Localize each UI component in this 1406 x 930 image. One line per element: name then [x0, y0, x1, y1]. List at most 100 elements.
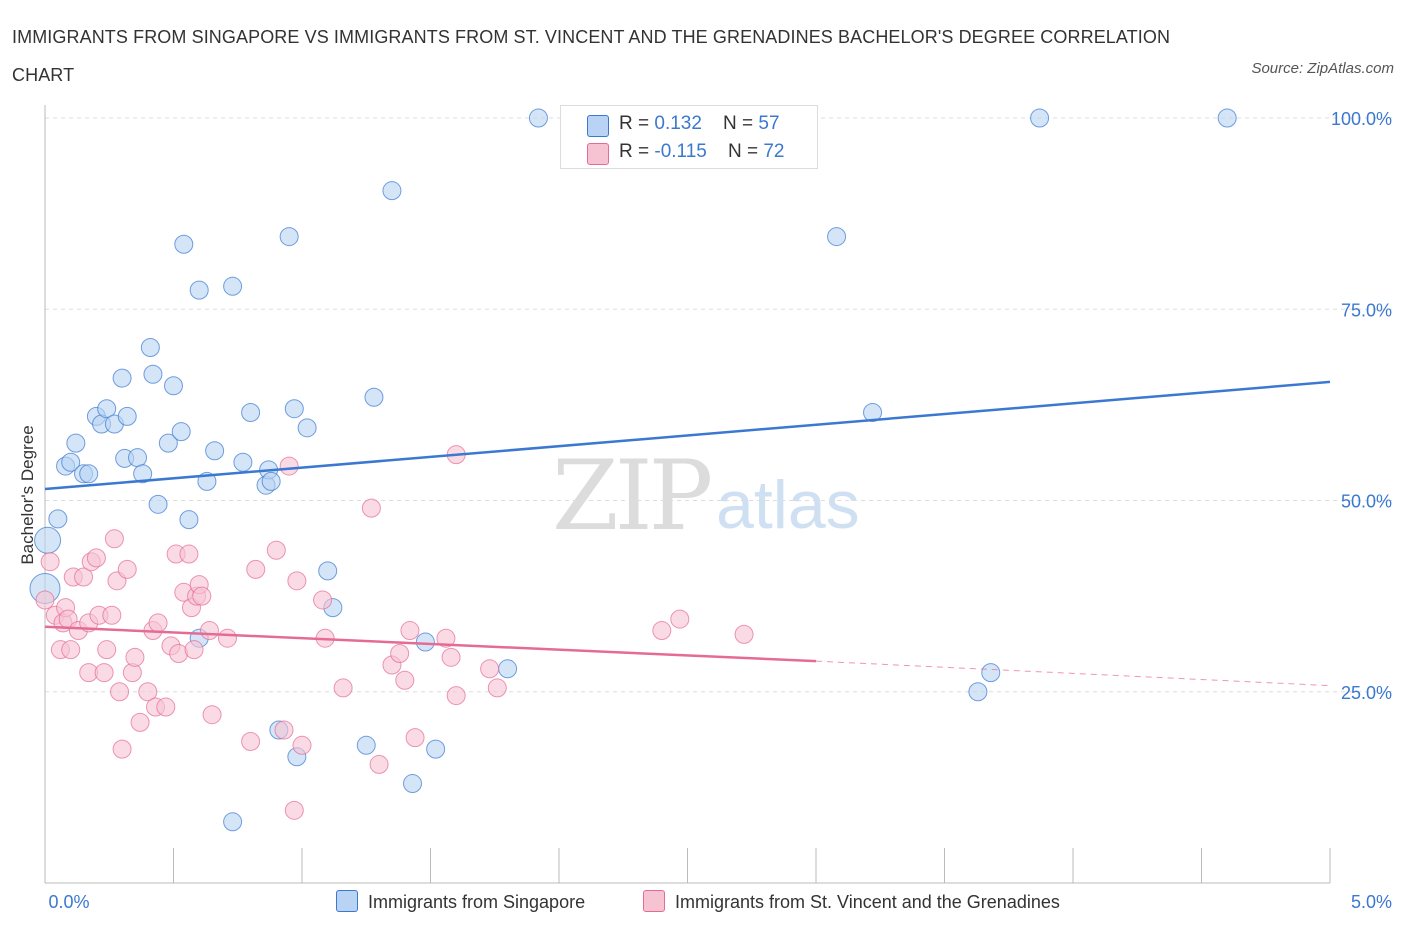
legend-r-value: -0.115 — [654, 141, 707, 162]
singapore-point — [223, 276, 243, 296]
stvincent-point — [40, 552, 60, 572]
bottom-legend: Immigrants from Singapore Immigrants fro… — [0, 888, 1406, 918]
singapore-point — [128, 448, 148, 468]
stvincent-point — [287, 571, 307, 591]
stvincent-point — [125, 647, 145, 667]
bottom-legend-stvincent: Immigrants from St. Vincent and the Gren… — [643, 890, 1060, 913]
stvincent-point — [446, 686, 466, 706]
stvincent-point — [148, 613, 168, 633]
stvincent-point — [313, 590, 333, 610]
singapore-point — [415, 632, 435, 652]
singapore-point — [48, 509, 68, 529]
legend-n-value: 57 — [758, 113, 780, 134]
stvincent-point — [241, 731, 261, 751]
singapore-trendline — [44, 380, 1331, 491]
stvincent-point — [266, 540, 286, 560]
watermark-zip: ZIP — [552, 440, 713, 552]
singapore-point — [297, 418, 317, 438]
singapore-point — [205, 441, 225, 461]
stvincent-point — [284, 800, 304, 820]
x-tick-label: 0.0% — [48, 892, 89, 912]
stvincent-trendline-extension — [815, 660, 1331, 687]
watermark-atlas: atlas — [716, 467, 860, 543]
singapore-point — [827, 227, 847, 247]
stvincent-point — [480, 659, 500, 679]
singapore-point — [117, 406, 137, 426]
y-tick-label: 25.0% — [1341, 683, 1392, 703]
singapore-point — [261, 471, 281, 491]
stvincent-point — [441, 647, 461, 667]
singapore-point — [179, 510, 199, 530]
bottom-legend-label: Immigrants from St. Vincent and the Gren… — [675, 892, 1060, 912]
singapore-point — [233, 452, 253, 472]
singapore-point — [426, 739, 446, 759]
stvincent-point — [274, 720, 294, 740]
singapore-point — [171, 422, 191, 442]
singapore-point — [382, 181, 402, 201]
stvincent-point — [112, 739, 132, 759]
stvincent-point — [292, 735, 312, 755]
y-axis-label: Bachelor's Degree — [18, 425, 37, 565]
singapore-point — [364, 387, 384, 407]
legend-swatch-pink — [587, 143, 609, 165]
stvincent-point — [395, 670, 415, 690]
stvincent-point — [86, 548, 106, 568]
stvincent-point — [652, 621, 672, 641]
singapore-point — [498, 659, 518, 679]
stvincent-point — [436, 628, 456, 648]
singapore-point — [112, 368, 132, 388]
singapore-point — [164, 376, 183, 396]
singapore-point — [148, 494, 168, 514]
singapore-point — [863, 403, 883, 423]
singapore-point — [66, 433, 86, 453]
stvincent-point — [734, 624, 754, 644]
stvincent-point — [217, 628, 237, 648]
stvincent-point — [487, 678, 507, 698]
stvincent-point — [199, 621, 219, 641]
legend-box: R = 0.132 N = 57 R = -0.115 N = 72 — [560, 105, 818, 169]
legend-n-label: N = — [727, 141, 764, 162]
y-tick-label: 75.0% — [1341, 300, 1392, 320]
singapore-point — [403, 774, 423, 794]
singapore-point — [223, 812, 243, 832]
stvincent-point — [179, 544, 199, 564]
stvincent-point — [74, 567, 94, 587]
singapore-point — [318, 561, 338, 581]
stvincent-point — [670, 609, 690, 629]
legend-swatch-blue — [587, 115, 609, 137]
stvincent-point — [369, 754, 389, 774]
legend-r-value: 0.132 — [654, 113, 702, 134]
stvincent-point — [35, 590, 55, 610]
stvincent-point — [184, 640, 204, 660]
stvincent-point — [246, 559, 266, 579]
stvincent-point — [61, 640, 81, 660]
stvincent-point — [192, 586, 212, 606]
singapore-point — [528, 108, 548, 128]
singapore-point — [241, 403, 261, 423]
singapore-point — [140, 338, 160, 357]
legend-r-label: R = — [619, 141, 655, 162]
stvincent-point — [94, 663, 114, 683]
singapore-point — [133, 464, 153, 484]
stvincent-point — [138, 682, 158, 702]
stvincent-point — [130, 712, 150, 732]
x-tick-label: 5.0% — [1351, 892, 1392, 912]
singapore-point — [174, 234, 194, 254]
stvincent-point — [279, 456, 299, 476]
y-tick-label: 100.0% — [1331, 109, 1392, 129]
stvincent-point — [102, 605, 122, 625]
stvincent-point — [400, 621, 420, 641]
stvincent-point — [405, 728, 425, 748]
chart-source: Source: ZipAtlas.com — [1251, 60, 1394, 77]
stvincent-point — [117, 559, 137, 579]
bottom-legend-swatch-blue — [336, 890, 358, 912]
singapore-point — [61, 452, 81, 472]
bottom-legend-singapore: Immigrants from Singapore — [336, 890, 585, 913]
singapore-point — [968, 682, 988, 702]
singapore-point — [1217, 108, 1237, 128]
legend-n-value: 72 — [763, 141, 785, 162]
stvincent-point — [202, 705, 222, 725]
stvincent-point — [390, 644, 410, 663]
stvincent-point — [97, 640, 117, 660]
stvincent-trendline — [44, 625, 817, 663]
